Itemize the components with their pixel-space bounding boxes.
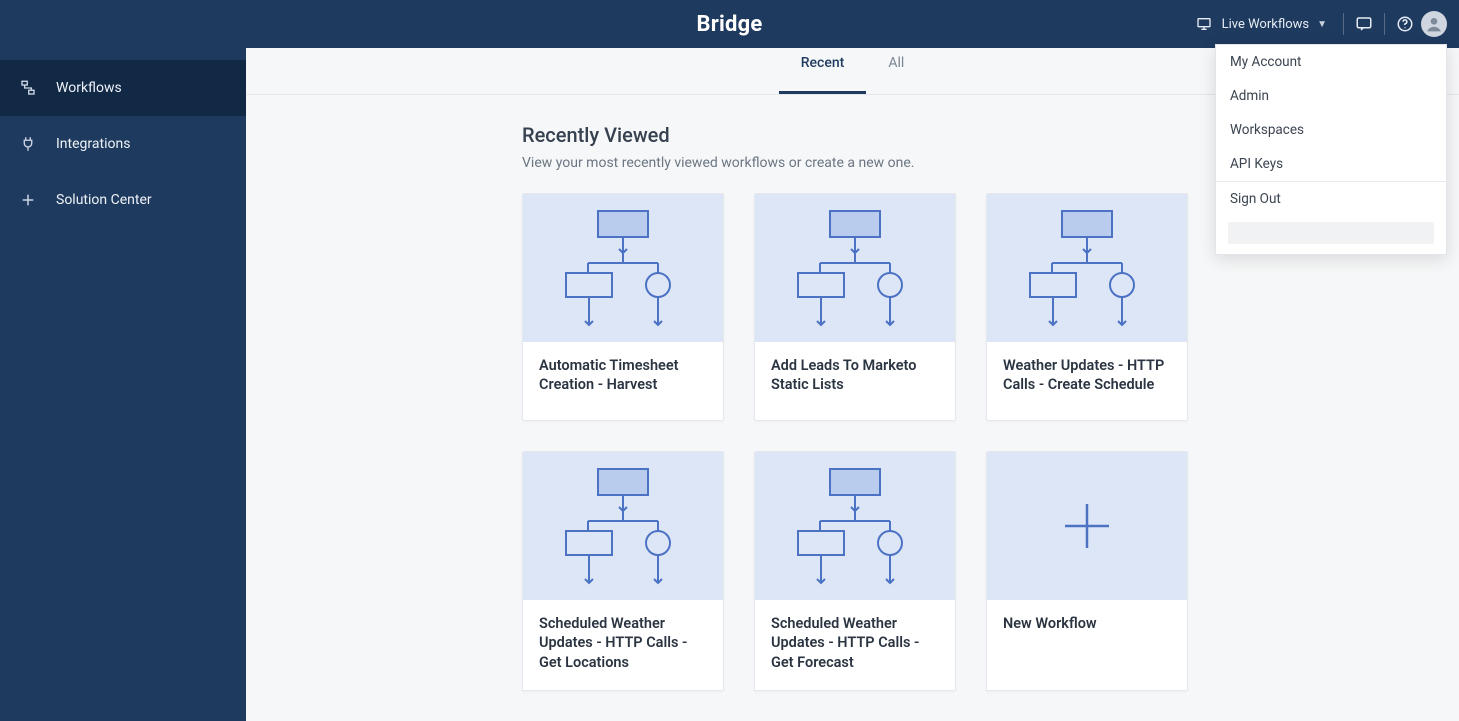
- monitor-icon: [1194, 14, 1214, 34]
- sidebar-item-label: Integrations: [56, 136, 130, 152]
- workflow-card[interactable]: Scheduled Weather Updates - HTTP Calls -…: [522, 451, 724, 692]
- tab-recent[interactable]: Recent: [779, 48, 867, 94]
- brand-logo: Bridge: [697, 12, 763, 37]
- workflow-card[interactable]: Weather Updates - HTTP Calls - Create Sc…: [986, 193, 1188, 421]
- sidebar-item-label: Workflows: [56, 80, 122, 96]
- sidebar-item-solution-center[interactable]: Solution Center: [0, 172, 246, 228]
- menu-item-sign-out[interactable]: Sign Out: [1216, 182, 1446, 216]
- sidebar-item-label: Solution Center: [56, 192, 152, 208]
- header-separator: [1384, 13, 1385, 35]
- workflow-title: Scheduled Weather Updates - HTTP Calls -…: [523, 600, 723, 691]
- workflow-title: Automatic Timesheet Creation - Harvest: [523, 342, 723, 420]
- workflow-thumb: [523, 452, 723, 600]
- workflow-title: Add Leads To Marketo Static Lists: [755, 342, 955, 420]
- menu-item-admin[interactable]: Admin: [1216, 79, 1446, 113]
- sidebar-item-workflows[interactable]: Workflows: [0, 60, 246, 116]
- app-header: Bridge Live Workflows ▼ My Acco: [0, 0, 1459, 48]
- workspace-switcher[interactable]: Live Workflows ▼: [1188, 10, 1333, 38]
- workflow-card[interactable]: Scheduled Weather Updates - HTTP Calls -…: [754, 451, 956, 692]
- menu-item-api-keys[interactable]: API Keys: [1216, 147, 1446, 181]
- account-avatar[interactable]: [1421, 11, 1447, 37]
- chat-icon[interactable]: [1354, 14, 1374, 34]
- workflow-card[interactable]: Add Leads To Marketo Static Lists: [754, 193, 956, 421]
- plus-icon: [18, 190, 38, 210]
- sidebar-item-integrations[interactable]: Integrations: [0, 116, 246, 172]
- workflow-title: New Workflow: [987, 600, 1187, 678]
- workflow-icon: [18, 78, 38, 98]
- sidebar: Workflows Integrations Solution Center: [0, 48, 246, 721]
- workflow-card[interactable]: Automatic Timesheet Creation - Harvest: [522, 193, 724, 421]
- workflow-thumb: [987, 194, 1187, 342]
- workflow-thumb: [523, 194, 723, 342]
- header-separator: [1343, 13, 1344, 35]
- new-workflow-card[interactable]: New Workflow: [986, 451, 1188, 692]
- menu-item-workspaces[interactable]: Workspaces: [1216, 113, 1446, 147]
- chevron-down-icon: ▼: [1317, 19, 1327, 30]
- workflow-title: Weather Updates - HTTP Calls - Create Sc…: [987, 342, 1187, 420]
- new-workflow-thumb: [987, 452, 1187, 600]
- workflow-cards: Automatic Timesheet Creation - Harvest: [522, 193, 1222, 692]
- menu-footer-placeholder: [1228, 222, 1434, 244]
- tab-all[interactable]: All: [866, 48, 926, 94]
- workspace-label: Live Workflows: [1222, 17, 1310, 32]
- account-dropdown: My Account Admin Workspaces API Keys Sig…: [1215, 44, 1447, 255]
- help-icon[interactable]: [1395, 14, 1415, 34]
- workflow-thumb: [755, 194, 955, 342]
- page-title: Recently Viewed: [522, 123, 1222, 147]
- page-subtitle: View your most recently viewed workflows…: [522, 155, 1222, 171]
- workflow-title: Scheduled Weather Updates - HTTP Calls -…: [755, 600, 955, 691]
- workflow-thumb: [755, 452, 955, 600]
- plug-icon: [18, 134, 38, 154]
- menu-item-my-account[interactable]: My Account: [1216, 45, 1446, 79]
